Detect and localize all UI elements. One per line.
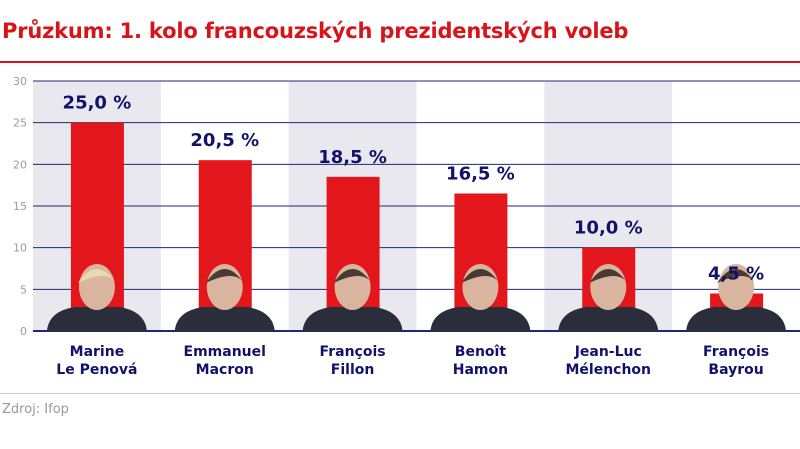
y-tick-label: 20 — [13, 158, 27, 171]
category-label: Jean-Luc — [574, 344, 642, 360]
data-label: 10,0 % — [574, 218, 643, 239]
candidate-photo-body — [686, 307, 787, 331]
category-label: François — [320, 344, 386, 360]
candidate-photo-body — [302, 307, 403, 331]
bar-chart: 0 5 10 15 20 25 30 25,0 % Marine Le Penová 20,5 % E… — [13, 75, 800, 378]
candidate-photo-body — [46, 307, 147, 331]
category-label: Marine — [70, 344, 125, 360]
title-divider — [0, 61, 800, 63]
category-label: Mélenchon — [565, 362, 651, 378]
category-label: Benoît — [455, 344, 507, 360]
y-tick-label: 10 — [13, 242, 27, 255]
category-label: François — [703, 344, 769, 360]
candidate-photo-hair — [461, 269, 500, 283]
y-tick-label: 25 — [13, 117, 27, 130]
candidate-photo-hair — [717, 269, 756, 283]
y-tick-label: 5 — [20, 283, 27, 296]
data-label: 25,0 % — [63, 93, 132, 114]
y-tick-label: 15 — [13, 200, 27, 213]
data-label: 18,5 % — [318, 147, 387, 168]
y-tick-label: 0 — [20, 325, 27, 338]
category-label: Le Penová — [56, 362, 137, 378]
category-label: Macron — [196, 362, 254, 378]
source-note: Zdroj: Ifop — [2, 402, 69, 417]
category-label: Emmanuel — [184, 344, 266, 360]
candidate-photo-hair — [205, 269, 244, 283]
candidate-photo-body — [174, 307, 275, 331]
candidate-photo-body — [558, 307, 659, 331]
data-label: 4,5 % — [708, 264, 764, 285]
candidate-photo-hair — [589, 269, 628, 283]
candidate-photo-body — [430, 307, 531, 331]
footer-divider — [0, 393, 800, 394]
category-label: Bayrou — [708, 362, 763, 378]
candidate-photo-hair — [77, 269, 116, 283]
data-label: 16,5 % — [446, 164, 515, 185]
chart-title: Průzkum: 1. kolo francouzských prezident… — [2, 19, 629, 43]
y-tick-label: 30 — [13, 75, 27, 88]
data-label: 20,5 % — [190, 130, 259, 151]
category-label: Hamon — [453, 362, 508, 378]
category-label: Fillon — [331, 362, 375, 378]
candidate-photo-hair — [333, 269, 372, 283]
